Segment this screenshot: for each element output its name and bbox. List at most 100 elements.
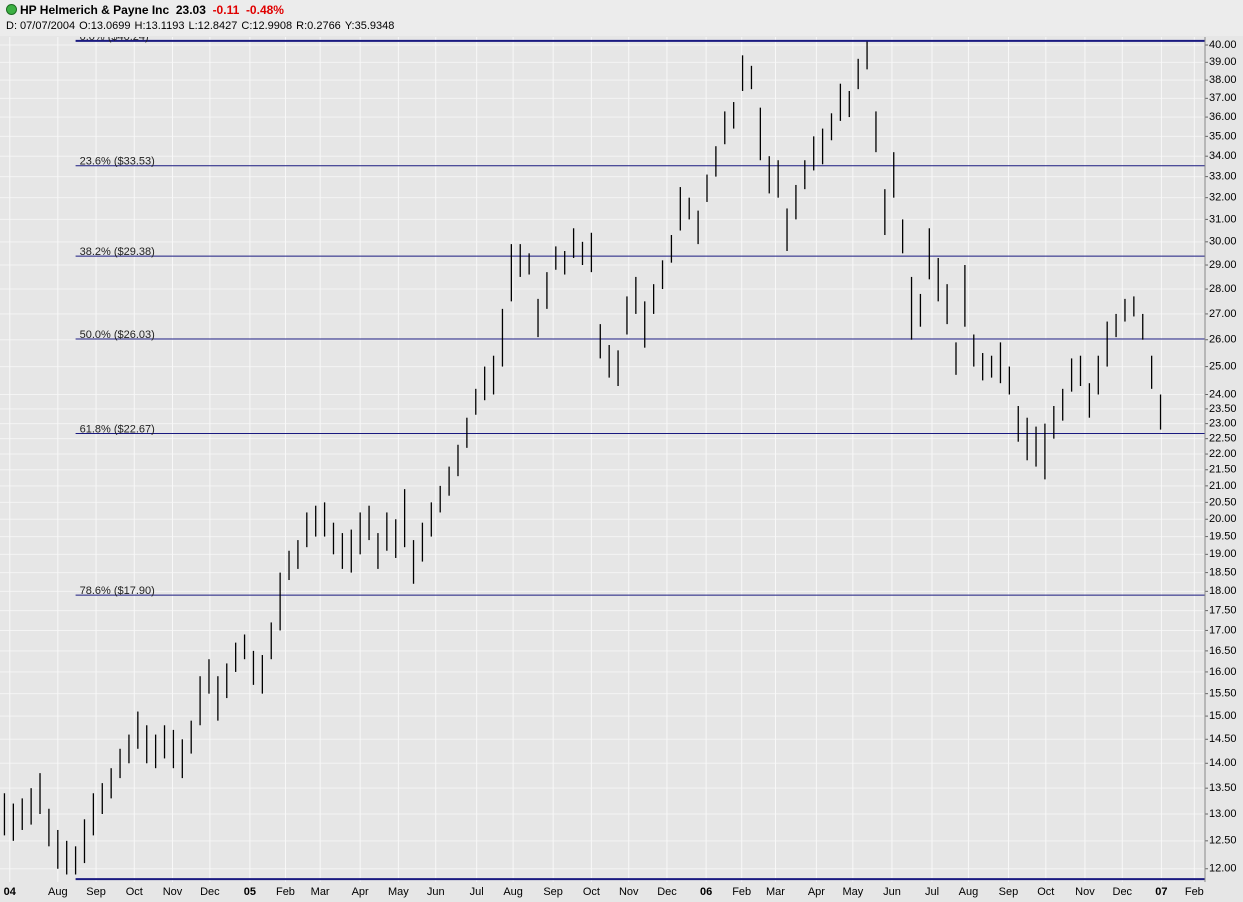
y-tick-label: 23.00 — [1209, 418, 1237, 430]
x-tick-label: Nov — [619, 886, 639, 898]
y-tick-label: 16.50 — [1209, 645, 1237, 657]
y-tick-label: 30.00 — [1209, 236, 1237, 248]
y-tick-label: 19.00 — [1209, 548, 1237, 560]
y-tick-label: 17.00 — [1209, 624, 1237, 636]
y-tick-label: 18.50 — [1209, 566, 1237, 578]
y-tick-label: 13.00 — [1209, 808, 1237, 820]
y-tick-label: 34.00 — [1209, 150, 1237, 162]
info-item: Y:35.9348 — [344, 20, 395, 32]
y-tick-label: 31.00 — [1209, 213, 1237, 225]
change-pct: -0.48% — [245, 3, 284, 17]
title-line: HP Helmerich & Payne Inc 23.03 -0.11 -0.… — [6, 3, 284, 17]
y-tick-label: 22.50 — [1209, 433, 1237, 445]
y-tick-label: 16.00 — [1209, 666, 1237, 678]
y-tick-label: 21.50 — [1209, 464, 1237, 476]
change: -0.11 — [212, 3, 240, 17]
y-tick-label: 36.00 — [1209, 111, 1237, 123]
status-dot — [6, 4, 17, 15]
x-tick-label: Jul — [925, 886, 939, 898]
x-tick-label: Dec — [657, 886, 677, 898]
y-tick-label: 14.50 — [1209, 733, 1237, 745]
info-item: R:0.2766 — [296, 20, 341, 32]
plot-area — [0, 37, 1205, 882]
info-item: O:13.0699 — [79, 20, 131, 32]
x-tick-label: Jun — [427, 886, 445, 898]
y-tick-label: 35.00 — [1209, 130, 1237, 142]
marks: 0.0% ($40.24) 23.6% ($33.53) 38.2% ($29.38… — [3, 31, 1205, 881]
y-tick-label: 28.00 — [1209, 283, 1237, 295]
x-tick-label: Jun — [883, 886, 901, 898]
y-tick-label: 25.00 — [1209, 360, 1237, 372]
y-tick-label: 22.00 — [1209, 448, 1237, 460]
y-tick-label: 20.00 — [1209, 513, 1237, 525]
y-tick-label: 23.50 — [1209, 403, 1237, 415]
y-tick-label: 33.00 — [1209, 171, 1237, 183]
y-tick-label: 12.00 — [1209, 863, 1237, 875]
x-tick-label: Feb — [276, 886, 295, 898]
x-tick-label: May — [842, 886, 863, 898]
x-tick-label: Feb — [1185, 886, 1204, 898]
fib-label: 0.0% ($40.24) — [80, 31, 149, 43]
y-tick-label: 17.50 — [1209, 605, 1237, 617]
info-item: D: 07/07/2004 — [6, 20, 76, 32]
fib-label: 38.2% ($29.38) — [80, 246, 155, 258]
x-tick-label: Oct — [583, 886, 600, 898]
y-tick-label: 32.00 — [1209, 192, 1237, 204]
fib-label: 61.8% ($22.67) — [80, 423, 155, 435]
x-tick-label: 04 — [4, 886, 17, 898]
y-tick-label: 19.50 — [1209, 530, 1237, 542]
x-tick-label: Sep — [86, 886, 106, 898]
x-tick-label: Dec — [1113, 886, 1133, 898]
company: Helmerich & Payne Inc — [39, 3, 170, 17]
info-item: H:13.1193 — [134, 20, 185, 32]
y-tick-label: 38.00 — [1209, 74, 1237, 86]
x-tick-label: 07 — [1155, 886, 1167, 898]
x-tick-label: Aug — [48, 886, 68, 898]
info-item: L:12.8427 — [188, 20, 238, 32]
x-tick-label: Apr — [352, 886, 369, 898]
y-tick-label: 13.50 — [1209, 782, 1237, 794]
x-tick-label: Sep — [543, 886, 563, 898]
x-tick-label: Jul — [470, 886, 484, 898]
fib-label: 50.0% ($26.03) — [80, 329, 155, 341]
x-tick-label: 06 — [700, 886, 712, 898]
info-item: C:12.9908 — [241, 20, 293, 32]
y-tick-label: 15.50 — [1209, 688, 1237, 700]
y-tick-label: 20.50 — [1209, 496, 1237, 508]
fib-label: 78.6% ($17.90) — [80, 585, 155, 597]
header: HP Helmerich & Payne Inc 23.03 -0.11 -0.… — [0, 0, 1243, 36]
x-tick-label: May — [388, 886, 409, 898]
x-tick-label: Nov — [163, 886, 183, 898]
x-tick-label: Sep — [999, 886, 1019, 898]
y-tick-label: 27.00 — [1209, 308, 1237, 320]
y-tick-label: 18.00 — [1209, 585, 1237, 597]
last-price: 23.03 — [175, 3, 206, 17]
x-tick-label: Mar — [766, 886, 785, 898]
y-tick-label: 39.00 — [1209, 56, 1237, 68]
x-tick-label: Oct — [126, 886, 143, 898]
axes: 12.00 12.50 13.00 13.50 14.00 14.50 15.00 15.50… — [4, 37, 1237, 898]
x-tick-label: Aug — [503, 886, 523, 898]
symbol: HP — [20, 3, 37, 17]
y-tick-label: 12.50 — [1209, 835, 1237, 847]
x-tick-label: Dec — [200, 886, 220, 898]
y-tick-label: 14.00 — [1209, 757, 1237, 769]
y-tick-label: 24.00 — [1209, 388, 1237, 400]
x-tick-label: Aug — [959, 886, 979, 898]
y-tick-label: 21.00 — [1209, 480, 1237, 492]
x-tick-label: Apr — [808, 886, 825, 898]
y-tick-label: 15.00 — [1209, 710, 1237, 722]
y-tick-label: 26.00 — [1209, 334, 1237, 346]
y-tick-label: 29.00 — [1209, 259, 1237, 271]
x-tick-label: Mar — [311, 886, 330, 898]
fib-label: 23.6% ($33.53) — [80, 156, 155, 168]
grid — [0, 37, 1205, 882]
x-tick-label: 05 — [244, 886, 256, 898]
x-tick-label: Oct — [1037, 886, 1054, 898]
y-tick-label: 40.00 — [1209, 39, 1237, 51]
x-tick-label: Feb — [732, 886, 751, 898]
x-tick-label: Nov — [1075, 886, 1095, 898]
y-tick-label: 37.00 — [1209, 92, 1237, 104]
